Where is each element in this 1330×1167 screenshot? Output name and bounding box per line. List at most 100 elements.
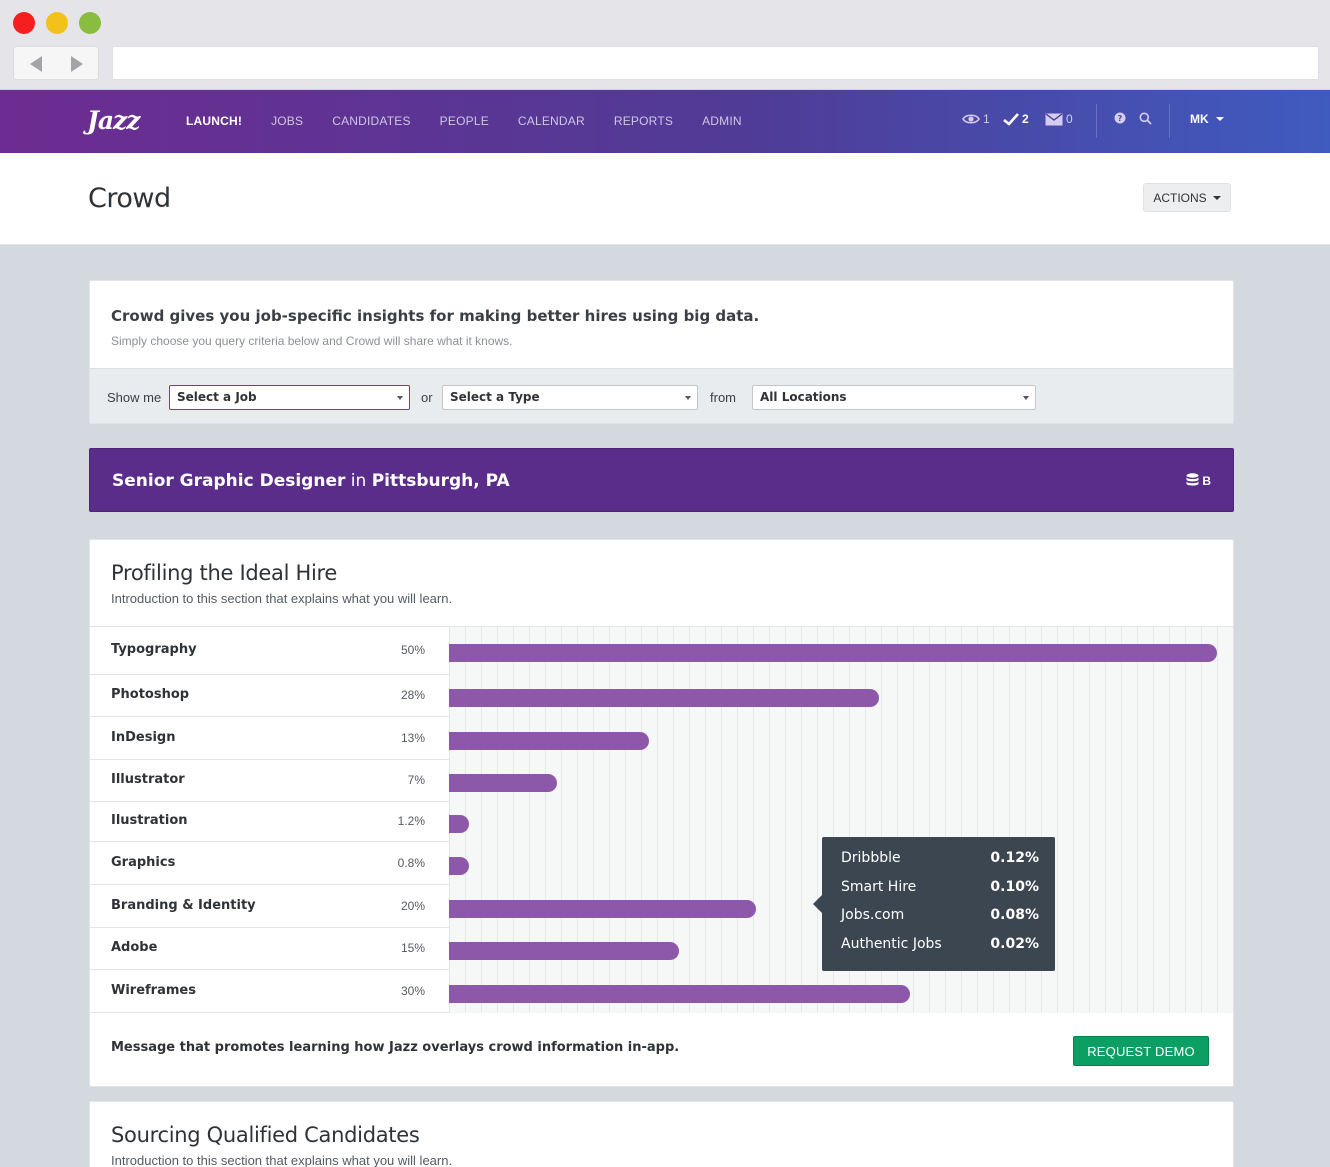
close-window-button[interactable] bbox=[13, 12, 35, 34]
minimize-window-button[interactable] bbox=[46, 12, 68, 34]
skill-bar[interactable] bbox=[449, 644, 1217, 662]
skill-row[interactable]: Illustrator 7% bbox=[90, 760, 449, 802]
type-select[interactable]: Select a Type bbox=[442, 385, 698, 410]
intro-title: Crowd gives you job-specific insights fo… bbox=[111, 307, 760, 325]
skill-name: Photoshop bbox=[111, 687, 190, 702]
dropdown-arrow-icon bbox=[1023, 396, 1029, 400]
search-icon bbox=[1139, 112, 1152, 125]
chevron-down-icon bbox=[1215, 117, 1224, 121]
nav-link-admin[interactable]: ADMIN bbox=[702, 114, 742, 128]
top-navigation: Jazz LAUNCH! JOBS CANDIDATES PEOPLE CALE… bbox=[0, 90, 1330, 153]
skill-bar[interactable] bbox=[449, 731, 649, 750]
views-indicator[interactable]: 1 bbox=[962, 112, 990, 126]
intro-card: Crowd gives you job-specific insights fo… bbox=[89, 280, 1234, 424]
skill-row[interactable]: Photoshop 28% bbox=[90, 675, 449, 717]
nav-link-calendar[interactable]: CALENDAR bbox=[517, 114, 585, 128]
history-buttons bbox=[13, 46, 99, 80]
tooltip-value: 0.12% bbox=[990, 850, 1039, 866]
database-indicator[interactable]: B bbox=[1186, 473, 1211, 488]
skill-bar[interactable] bbox=[449, 899, 756, 918]
job-select[interactable]: Select a Job bbox=[169, 385, 410, 410]
request-demo-button[interactable]: REQUEST DEMO bbox=[1073, 1036, 1209, 1066]
tooltip-row: Authentic Jobs 0.02% bbox=[841, 936, 1039, 965]
skill-name: InDesign bbox=[111, 729, 176, 745]
skill-percentage: 1.2% bbox=[397, 814, 425, 828]
messages-count: 0 bbox=[1066, 112, 1073, 126]
skill-bar[interactable] bbox=[449, 856, 469, 875]
query-filter-bar: Show me Select a Job or Select a Type fr… bbox=[90, 368, 1233, 423]
skill-name: Illustrator bbox=[111, 772, 185, 787]
skill-row[interactable]: InDesign 13% bbox=[90, 717, 449, 760]
tooltip-value: 0.08% bbox=[990, 907, 1039, 924]
browser-chrome bbox=[0, 0, 1330, 90]
skill-name: Graphics bbox=[111, 854, 176, 870]
tasks-indicator[interactable]: 2 bbox=[1003, 112, 1029, 126]
nav-divider-2 bbox=[1169, 104, 1170, 138]
tooltip-source: Smart Hire bbox=[841, 878, 917, 895]
tooltip-row: Dribbble 0.12% bbox=[841, 850, 1039, 879]
actions-button[interactable]: ACTIONS bbox=[1143, 183, 1231, 212]
profiling-description: Introduction to this section that explai… bbox=[111, 591, 453, 606]
chevron-down-icon bbox=[1212, 195, 1221, 200]
location-select[interactable]: All Locations bbox=[752, 385, 1036, 410]
help-button[interactable]: ? bbox=[1114, 112, 1126, 124]
skill-percentage: 50% bbox=[400, 643, 425, 657]
banner-in-word: in bbox=[350, 471, 367, 491]
envelope-icon bbox=[1045, 112, 1063, 125]
skill-percentage: 20% bbox=[400, 898, 425, 913]
messages-indicator[interactable]: 0 bbox=[1045, 112, 1073, 126]
tooltip-row: Jobs.com 0.08% bbox=[841, 907, 1039, 936]
intro-subtitle: Simply choose you query criteria below a… bbox=[111, 334, 513, 348]
skill-name: Ilustration bbox=[111, 813, 188, 828]
nav-link-launch[interactable]: LAUNCH! bbox=[186, 114, 243, 128]
skill-row[interactable]: Adobe 15% bbox=[90, 928, 449, 970]
skill-row[interactable]: Typography 50% bbox=[90, 627, 449, 675]
nav-link-reports[interactable]: REPORTS bbox=[613, 114, 674, 128]
profiling-title: Profiling the Ideal Hire bbox=[111, 561, 338, 585]
skill-bar[interactable] bbox=[449, 689, 879, 707]
skill-bar[interactable] bbox=[449, 942, 679, 960]
jazz-logo[interactable]: Jazz bbox=[87, 106, 140, 135]
show-me-label: Show me bbox=[107, 390, 162, 405]
skill-name: Branding & Identity bbox=[111, 897, 256, 913]
skill-row[interactable]: Graphics 0.8% bbox=[90, 842, 449, 885]
skill-row[interactable]: Ilustration 1.2% bbox=[90, 802, 449, 842]
job-banner-title: Senior Graphic Designer in Pittsburgh, P… bbox=[112, 471, 510, 491]
nav-link-jobs[interactable]: JOBS bbox=[271, 114, 304, 128]
promo-message: Message that promotes learning how Jazz … bbox=[111, 1040, 680, 1055]
nav-divider bbox=[1096, 104, 1097, 138]
tasks-count: 2 bbox=[1022, 112, 1029, 126]
sourcing-card: Sourcing Qualified Candidates Introducti… bbox=[89, 1101, 1234, 1167]
skill-bar[interactable] bbox=[449, 815, 469, 833]
location-select-value: All Locations bbox=[760, 390, 847, 404]
tooltip-source: Dribbble bbox=[841, 850, 901, 866]
check-icon bbox=[1003, 112, 1019, 126]
back-arrow-icon[interactable] bbox=[30, 56, 42, 72]
dropdown-arrow-icon bbox=[685, 396, 691, 400]
type-select-value: Select a Type bbox=[450, 390, 540, 404]
search-button[interactable] bbox=[1139, 112, 1152, 125]
tooltip-row: Smart Hire 0.10% bbox=[841, 879, 1039, 908]
page-header: Crowd ACTIONS bbox=[0, 153, 1330, 245]
skill-percentage: 28% bbox=[400, 688, 425, 702]
skill-bar[interactable] bbox=[449, 984, 910, 1003]
skill-percentage: 15% bbox=[400, 941, 425, 955]
skill-row[interactable]: Wireframes 30% bbox=[90, 970, 449, 1013]
banner-job: Senior Graphic Designer bbox=[112, 471, 346, 491]
help-icon: ? bbox=[1114, 112, 1126, 124]
forward-arrow-icon[interactable] bbox=[71, 56, 83, 72]
skill-row[interactable]: Branding & Identity 20% bbox=[90, 885, 449, 928]
skill-bar[interactable] bbox=[449, 774, 557, 792]
tooltip-source: Jobs.com bbox=[841, 907, 905, 924]
database-label: B bbox=[1202, 473, 1211, 488]
user-menu[interactable]: MK bbox=[1190, 112, 1224, 126]
tooltip-value: 0.10% bbox=[990, 878, 1039, 895]
address-bar[interactable] bbox=[112, 46, 1319, 80]
svg-text:?: ? bbox=[1118, 114, 1123, 123]
page-title: Crowd bbox=[88, 183, 171, 214]
actions-label: ACTIONS bbox=[1153, 190, 1207, 205]
nav-link-people[interactable]: PEOPLE bbox=[439, 114, 489, 128]
maximize-window-button[interactable] bbox=[79, 12, 101, 34]
skills-table: Typography 50% Photoshop 28% InDesign 13% Illu… bbox=[90, 626, 1233, 1013]
nav-link-candidates[interactable]: CANDIDATES bbox=[332, 114, 411, 128]
